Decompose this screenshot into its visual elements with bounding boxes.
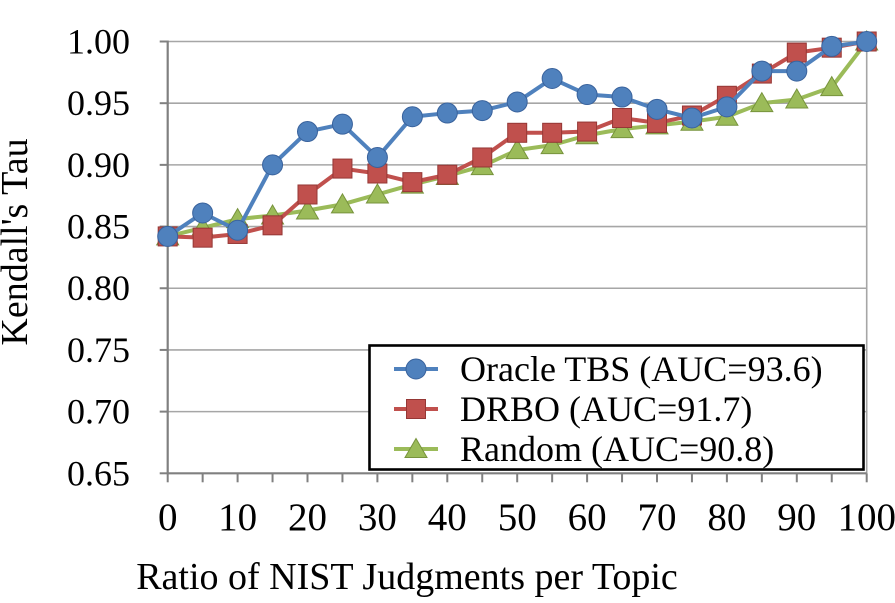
data-point-marker-oracle-tbs-auc-93-6 xyxy=(646,98,668,120)
data-point-marker-random-auc-90-8 xyxy=(610,117,634,139)
y-axis-title: Kendall's Tau xyxy=(0,138,36,345)
data-point-marker-oracle-tbs-auc-93-6 xyxy=(192,202,214,224)
y-tick-label: 0.85 xyxy=(67,207,130,247)
data-point-marker-oracle-tbs-auc-93-6 xyxy=(366,146,388,168)
data-point-marker-drbo-auc-91-7 xyxy=(786,42,807,63)
data-point-marker-oracle-tbs-auc-93-6 xyxy=(471,100,493,122)
x-tick-label: 60 xyxy=(568,496,607,539)
data-point-marker-oracle-tbs-auc-93-6 xyxy=(576,84,598,106)
x-tick-label: 30 xyxy=(358,496,397,539)
data-point-marker-oracle-tbs-auc-93-6 xyxy=(506,91,528,113)
legend-item-random-auc-90-8: Random (AUC=90.8) xyxy=(394,429,774,469)
x-axis-title: Ratio of NIST Judgments per Topic xyxy=(136,556,678,598)
x-tick-label: 100 xyxy=(837,496,895,539)
data-point-marker-random-auc-90-8 xyxy=(540,133,565,155)
data-point-marker-random-auc-90-8 xyxy=(365,182,390,204)
x-tick-label: 20 xyxy=(288,496,327,539)
legend: Oracle TBS (AUC=93.6)DRBO (AUC=91.7)Rand… xyxy=(368,344,865,471)
y-tick-label: 0.95 xyxy=(67,83,130,123)
data-point-marker-oracle-tbs-auc-93-6 xyxy=(786,60,808,82)
data-point-marker-drbo-auc-91-7 xyxy=(437,164,458,185)
legend-marker-triangle xyxy=(404,437,428,458)
data-point-marker-oracle-tbs-auc-93-6 xyxy=(856,31,878,52)
data-point-marker-random-auc-90-8 xyxy=(505,138,530,160)
data-point-marker-random-auc-90-8 xyxy=(330,192,355,214)
data-point-marker-drbo-auc-91-7 xyxy=(542,122,563,143)
legend-label: Random (AUC=90.8) xyxy=(460,429,774,469)
data-point-marker-random-auc-90-8 xyxy=(819,75,844,97)
data-point-marker-random-auc-90-8 xyxy=(749,91,774,113)
data-point-marker-drbo-auc-91-7 xyxy=(192,227,213,248)
legend-marker-square xyxy=(406,399,426,419)
legend-item-drbo-auc-91-7: DRBO (AUC=91.7) xyxy=(394,389,752,429)
series-oracle-tbs-auc-93-6 xyxy=(157,31,878,247)
data-point-marker-drbo-auc-91-7 xyxy=(262,215,283,236)
data-point-marker-drbo-auc-91-7 xyxy=(472,147,493,168)
x-tick-label: 70 xyxy=(638,496,677,539)
x-tick-label: 40 xyxy=(428,496,467,539)
data-point-marker-oracle-tbs-auc-93-6 xyxy=(401,106,423,128)
legend-item-oracle-tbs-auc-93-6: Oracle TBS (AUC=93.6) xyxy=(394,349,823,389)
x-tick-label: 50 xyxy=(498,496,537,539)
data-point-marker-drbo-auc-91-7 xyxy=(507,122,528,143)
data-point-marker-oracle-tbs-auc-93-6 xyxy=(262,154,284,176)
axes xyxy=(159,40,868,483)
data-point-marker-oracle-tbs-auc-93-6 xyxy=(297,121,318,143)
data-point-marker-drbo-auc-91-7 xyxy=(297,184,318,205)
x-tick-label: 80 xyxy=(707,496,746,539)
data-point-marker-oracle-tbs-auc-93-6 xyxy=(541,68,563,90)
y-tick-label: 0.75 xyxy=(67,330,130,370)
y-tick-label: 1.00 xyxy=(67,22,130,62)
legend-label: Oracle TBS (AUC=93.6) xyxy=(460,349,823,389)
data-point-marker-oracle-tbs-auc-93-6 xyxy=(227,219,249,241)
tick-labels: 0.65 0.70 0.75 0.80 0.85 0.90 0.95 1.00 0 10 20 30 4… xyxy=(67,22,895,540)
legend-box xyxy=(368,344,865,471)
y-tick-label: 0.80 xyxy=(67,268,130,308)
x-tick-label: 0 xyxy=(158,496,178,539)
y-tick-label: 0.70 xyxy=(67,392,130,432)
x-tick-label: 10 xyxy=(218,496,257,539)
data-point-marker-oracle-tbs-auc-93-6 xyxy=(821,35,843,57)
data-point-marker-drbo-auc-91-7 xyxy=(577,121,598,142)
data-point-marker-oracle-tbs-auc-93-6 xyxy=(436,102,458,124)
y-tick-label: 0.90 xyxy=(67,145,130,185)
data-point-marker-oracle-tbs-auc-93-6 xyxy=(331,113,353,135)
data-point-marker-random-auc-90-8 xyxy=(784,87,809,109)
x-tick-label: 90 xyxy=(777,496,816,539)
legend-label: DRBO (AUC=91.7) xyxy=(460,389,752,429)
legend-marker-circle xyxy=(405,358,427,380)
data-point-marker-random-auc-90-8 xyxy=(295,199,320,220)
data-point-marker-drbo-auc-91-7 xyxy=(402,172,423,193)
data-point-marker-drbo-auc-91-7 xyxy=(332,158,353,179)
data-point-marker-oracle-tbs-auc-93-6 xyxy=(716,96,738,118)
data-point-marker-drbo-auc-91-7 xyxy=(612,107,633,128)
data-point-marker-oracle-tbs-auc-93-6 xyxy=(751,60,773,82)
data-point-marker-oracle-tbs-auc-93-6 xyxy=(611,86,633,108)
data-point-marker-oracle-tbs-auc-93-6 xyxy=(157,225,179,247)
data-point-marker-oracle-tbs-auc-93-6 xyxy=(681,107,703,129)
y-tick-label: 0.65 xyxy=(67,453,130,493)
